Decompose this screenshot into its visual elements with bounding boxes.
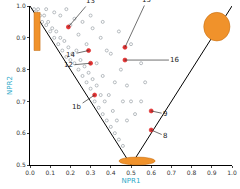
svg-text:12: 12: [64, 61, 73, 69]
svg-text:8: 8: [163, 132, 167, 140]
svg-text:0.7: 0.7: [167, 169, 177, 176]
svg-text:0.9: 0.9: [16, 34, 26, 41]
svg-text:0.5: 0.5: [126, 169, 136, 176]
svg-text:0.4: 0.4: [106, 169, 116, 176]
svg-text:14: 14: [66, 51, 75, 59]
svg-text:0.6: 0.6: [16, 129, 26, 136]
svg-text:0.2: 0.2: [66, 169, 76, 176]
svg-text:15: 15: [142, 0, 151, 4]
svg-text:0.5: 0.5: [16, 161, 26, 168]
svg-text:0.9: 0.9: [207, 169, 217, 176]
svg-text:16: 16: [170, 56, 179, 64]
svg-text:0.8: 0.8: [16, 66, 26, 73]
svg-text:NPR2: NPR2: [6, 76, 14, 95]
svg-text:1b: 1b: [72, 103, 81, 111]
svg-text:NPR1: NPR1: [122, 177, 141, 185]
svg-text:0.3: 0.3: [86, 169, 96, 176]
svg-text:0.0: 0.0: [25, 169, 35, 176]
svg-text:0.7: 0.7: [16, 98, 26, 105]
svg-text:0.1: 0.1: [45, 169, 55, 176]
svg-text:13: 13: [86, 0, 95, 5]
svg-text:9: 9: [163, 110, 167, 118]
svg-text:1.0: 1.0: [227, 169, 237, 176]
svg-text:0.6: 0.6: [146, 169, 156, 176]
svg-text:0.8: 0.8: [187, 169, 197, 176]
svg-text:1.0: 1.0: [16, 2, 26, 9]
